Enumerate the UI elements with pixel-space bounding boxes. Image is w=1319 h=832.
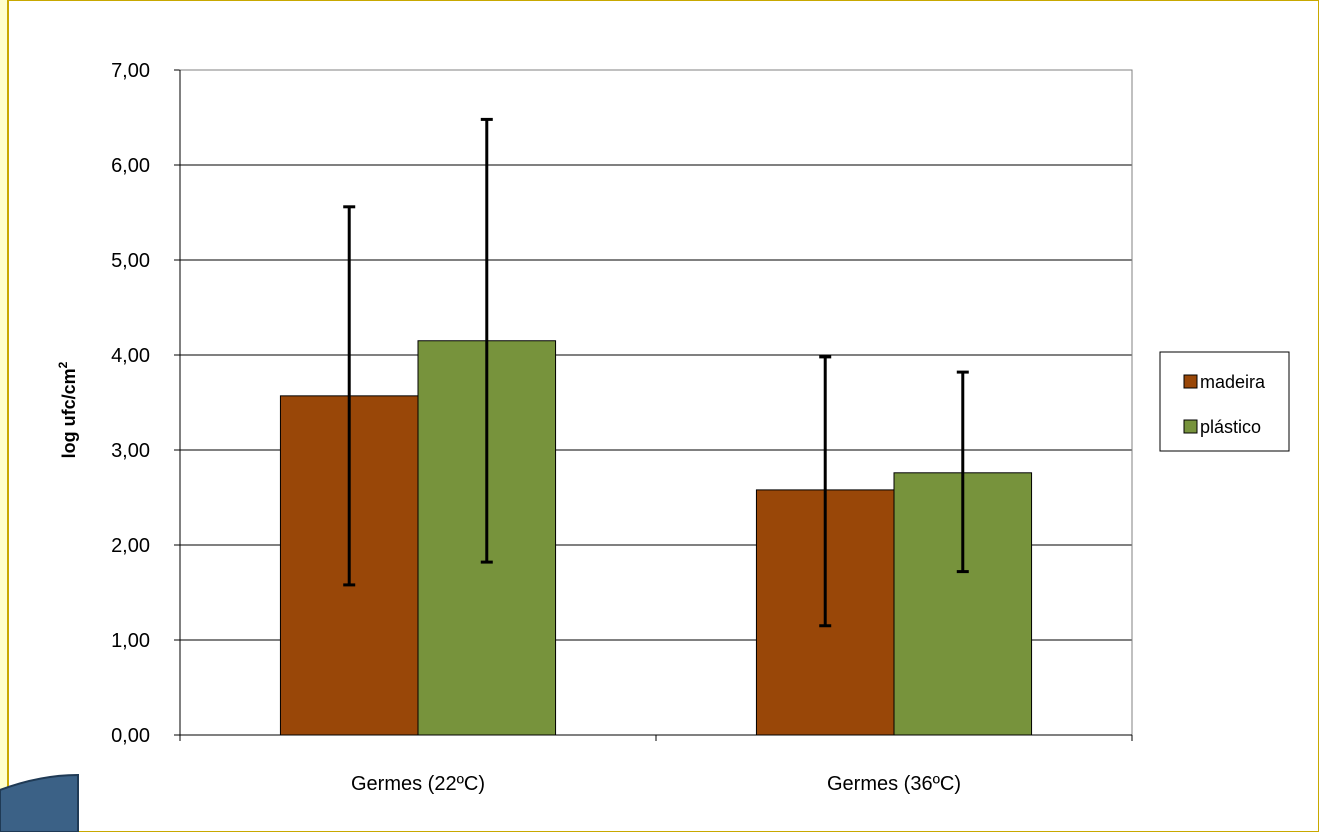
y-axis-title-superscript: 2 [56, 361, 70, 368]
legend-swatch-plastico [1183, 419, 1198, 434]
error-bars [343, 117, 969, 628]
y-axis-title: log ufc/cm2 [56, 361, 79, 458]
legend: madeira plástico [1159, 351, 1290, 452]
y-tick-label: 2,00 [111, 535, 150, 557]
x-axis-categories: Germes (22ºC) Germes (36ºC) [351, 773, 961, 795]
y-tick-label: 6,00 [111, 155, 150, 177]
y-tick-label: 3,00 [111, 440, 150, 462]
page-frame [7, 0, 1319, 832]
legend-swatch-madeira [1183, 374, 1198, 389]
legend-label-madeira: madeira [1200, 372, 1266, 392]
y-tick-label: 1,00 [111, 630, 150, 652]
y-tick-label: 0,00 [111, 725, 150, 747]
legend-label-plastico: plástico [1200, 417, 1261, 437]
x-category-label: Germes (22ºC) [351, 773, 485, 795]
x-category-label: Germes (36ºC) [827, 773, 961, 795]
corner-scroll-shape [0, 773, 79, 832]
legend-box [1159, 351, 1290, 452]
y-tick-label: 4,00 [111, 345, 150, 367]
y-tick-label: 5,00 [111, 250, 150, 272]
y-axis-title-text: log ufc/cm [59, 368, 79, 458]
y-axis-ticks: 0,00 1,00 2,00 3,00 4,00 5,00 6,00 7,00 [111, 60, 180, 747]
axes [179, 69, 1133, 741]
y-tick-label: 7,00 [111, 60, 150, 82]
